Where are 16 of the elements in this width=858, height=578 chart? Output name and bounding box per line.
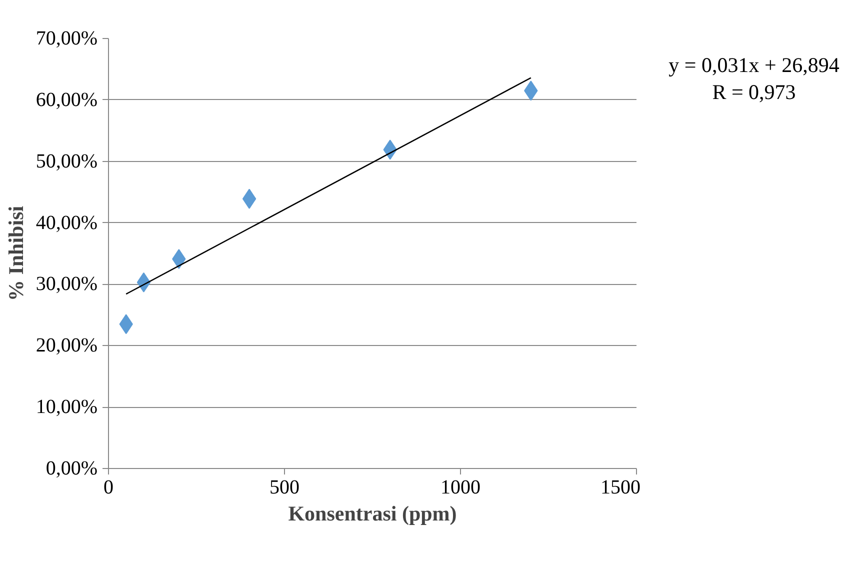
y-tick-label: 30,00% <box>36 273 98 296</box>
x-tick-label: 500 <box>270 476 300 498</box>
x-axis-title: Konsentrasi (ppm) <box>288 502 457 526</box>
x-tick-label: 1000 <box>440 476 480 498</box>
y-tick-label: 70,00% <box>36 28 98 50</box>
y-tick-label: 40,00% <box>36 212 98 234</box>
y-tick-label: 10,00% <box>36 396 98 418</box>
text: y = 0,031x + 26,894 <box>668 52 840 79</box>
x-tick-label: 0 <box>104 476 114 498</box>
x-tick-label: 1500 <box>600 476 640 498</box>
y-tick-label: 60,00% <box>36 88 98 111</box>
y-axis-title: % Inhibisi <box>4 206 28 302</box>
y-tick-label: 50,00% <box>36 150 98 172</box>
y-tick-label: 20,00% <box>36 334 98 357</box>
text: R = 0,973 <box>711 79 797 106</box>
y-tick-label: 0,00% <box>46 458 98 480</box>
